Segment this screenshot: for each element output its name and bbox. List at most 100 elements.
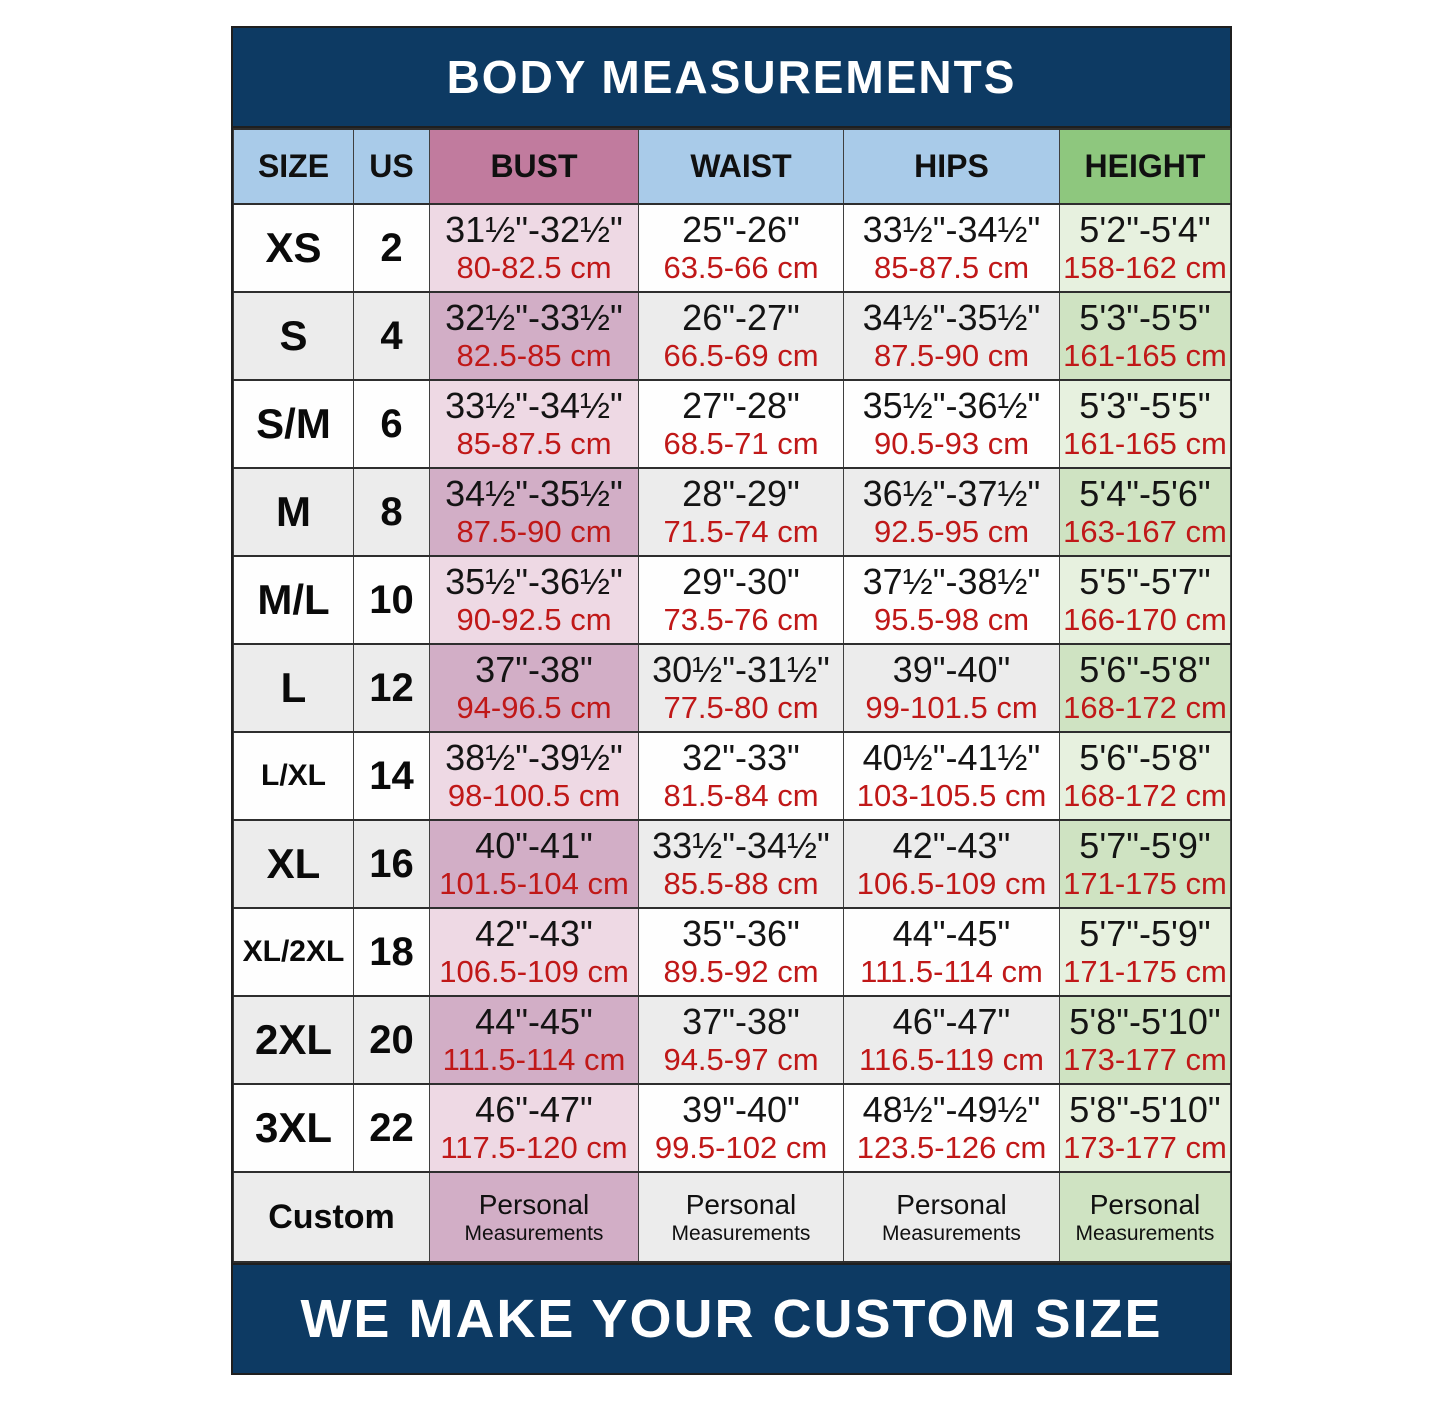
hips-cell: 37½"-38½" 95.5-98 cm <box>843 555 1060 645</box>
hips-cm: 92.5-95 cm <box>873 513 1030 549</box>
height-cm: 173-177 cm <box>1063 1041 1227 1077</box>
height-cell: 5'6"-5'8" 168-172 cm <box>1059 731 1231 821</box>
table-row: 3XL 22 46"-47" 117.5-120 cm 39"-40" 99.5… <box>233 1083 1231 1173</box>
bust-cell: 31½"-32½" 80-82.5 cm <box>429 203 639 293</box>
waist-inches: 27"-28" <box>682 385 800 427</box>
height-inches: 5'4"-5'6" <box>1079 473 1211 515</box>
hips-cell: 44"-45" 111.5-114 cm <box>843 907 1060 997</box>
height-inches: 5'7"-5'9" <box>1079 913 1211 955</box>
table-row: M/L 10 35½"-36½" 90-92.5 cm 29"-30" 73.5… <box>233 555 1231 645</box>
height-cm: 173-177 cm <box>1063 1129 1227 1165</box>
table-row: S 4 32½"-33½" 82.5-85 cm 26"-27" 66.5-69… <box>233 291 1231 381</box>
bust-cell: 38½"-39½" 98-100.5 cm <box>429 731 639 821</box>
bust-cell: 35½"-36½" 90-92.5 cm <box>429 555 639 645</box>
hips-cm: 85-87.5 cm <box>873 249 1030 285</box>
size-cell: 3XL <box>233 1083 354 1173</box>
hips-inches: 44"-45" <box>892 913 1011 955</box>
bust-cell: 32½"-33½" 82.5-85 cm <box>429 291 639 381</box>
height-inches: 5'7"-5'9" <box>1079 825 1211 867</box>
waist-cm: 94.5-97 cm <box>663 1041 819 1077</box>
custom-height-cell: Personal Measurements <box>1059 1171 1231 1263</box>
waist-cell: 26"-27" 66.5-69 cm <box>638 291 844 381</box>
bust-inches: 42"-43" <box>475 913 593 955</box>
bust-inches: 34½"-35½" <box>445 473 623 515</box>
waist-inches: 35"-36" <box>682 913 800 955</box>
hips-cell: 48½"-49½" 123.5-126 cm <box>843 1083 1060 1173</box>
height-inches: 5'6"-5'8" <box>1079 649 1211 691</box>
hips-inches: 39"-40" <box>892 649 1011 691</box>
bust-cm: 85-87.5 cm <box>456 425 612 461</box>
hips-cell: 46"-47" 116.5-119 cm <box>843 995 1060 1085</box>
waist-cm: 77.5-80 cm <box>663 689 819 725</box>
hips-cell: 36½"-37½" 92.5-95 cm <box>843 467 1060 557</box>
waist-cm: 81.5-84 cm <box>663 777 819 813</box>
height-inches: 5'2"-5'4" <box>1079 209 1211 251</box>
custom-size-cell: Custom <box>233 1171 430 1263</box>
hips-inches: 46"-47" <box>892 1001 1011 1043</box>
us-size-cell: 18 <box>353 907 430 997</box>
hips-cell: 39"-40" 99-101.5 cm <box>843 643 1060 733</box>
body-measurements-table: SIZE US BUST WAIST HIPS HEIGHT XS 2 31½"… <box>233 128 1231 1263</box>
hips-cm: 90.5-93 cm <box>873 425 1030 461</box>
table-row: L/XL 14 38½"-39½" 98-100.5 cm 32"-33" 81… <box>233 731 1231 821</box>
height-cell: 5'8"-5'10" 173-177 cm <box>1059 995 1231 1085</box>
bust-cm: 101.5-104 cm <box>439 865 629 901</box>
table-header-row: SIZE US BUST WAIST HIPS HEIGHT <box>233 128 1231 205</box>
waist-cm: 85.5-88 cm <box>663 865 819 901</box>
waist-inches: 26"-27" <box>682 297 800 339</box>
bust-inches: 40"-41" <box>475 825 593 867</box>
size-cell: 2XL <box>233 995 354 1085</box>
bust-inches: 35½"-36½" <box>445 561 623 603</box>
bust-cell: 33½"-34½" 85-87.5 cm <box>429 379 639 469</box>
height-cell: 5'8"-5'10" 173-177 cm <box>1059 1083 1231 1173</box>
custom-hips-cell: Personal Measurements <box>843 1171 1060 1263</box>
bust-cm: 90-92.5 cm <box>456 601 612 637</box>
waist-inches: 25"-26" <box>682 209 800 251</box>
us-size-cell: 8 <box>353 467 430 557</box>
us-size-cell: 6 <box>353 379 430 469</box>
hips-inches: 42"-43" <box>892 825 1011 867</box>
hips-cm: 123.5-126 cm <box>856 1129 1047 1165</box>
bust-inches: 33½"-34½" <box>445 385 623 427</box>
us-size-cell: 20 <box>353 995 430 1085</box>
column-header-hips: HIPS <box>843 128 1060 205</box>
hips-inches: 35½"-36½" <box>862 385 1041 427</box>
column-header-waist: WAIST <box>638 128 844 205</box>
waist-cm: 63.5-66 cm <box>663 249 819 285</box>
height-cm: 161-165 cm <box>1063 425 1227 461</box>
us-size-cell: 16 <box>353 819 430 909</box>
waist-inches: 37"-38" <box>682 1001 800 1043</box>
chart-footer-bar: WE MAKE YOUR CUSTOM SIZE <box>233 1263 1230 1373</box>
us-size-cell: 4 <box>353 291 430 381</box>
us-size-cell: 22 <box>353 1083 430 1173</box>
height-inches: 5'3"-5'5" <box>1079 385 1211 427</box>
bust-cell: 40"-41" 101.5-104 cm <box>429 819 639 909</box>
waist-cell: 37"-38" 94.5-97 cm <box>638 995 844 1085</box>
bust-inches: 38½"-39½" <box>445 737 623 779</box>
waist-cell: 30½"-31½" 77.5-80 cm <box>638 643 844 733</box>
bust-inches: 32½"-33½" <box>445 297 623 339</box>
hips-cm: 95.5-98 cm <box>873 601 1030 637</box>
hips-cell: 33½"-34½" 85-87.5 cm <box>843 203 1060 293</box>
bust-cm: 98-100.5 cm <box>447 777 621 813</box>
bust-cell: 37"-38" 94-96.5 cm <box>429 643 639 733</box>
hips-cell: 35½"-36½" 90.5-93 cm <box>843 379 1060 469</box>
hips-cm: 111.5-114 cm <box>860 953 1043 989</box>
waist-cm: 66.5-69 cm <box>663 337 819 373</box>
height-cm: 158-162 cm <box>1063 249 1227 285</box>
height-cm: 163-167 cm <box>1063 513 1227 549</box>
waist-cell: 39"-40" 99.5-102 cm <box>638 1083 844 1173</box>
us-size-cell: 10 <box>353 555 430 645</box>
height-inches: 5'8"-5'10" <box>1069 1001 1221 1043</box>
size-cell: L <box>233 643 354 733</box>
table-row: S/M 6 33½"-34½" 85-87.5 cm 27"-28" 68.5-… <box>233 379 1231 469</box>
chart-title-bar: BODY MEASUREMENTS <box>233 28 1230 128</box>
height-cm: 166-170 cm <box>1063 601 1227 637</box>
height-inches: 5'3"-5'5" <box>1079 297 1211 339</box>
height-inches: 5'6"-5'8" <box>1079 737 1211 779</box>
waist-inches: 33½"-34½" <box>652 825 830 867</box>
height-cm: 161-165 cm <box>1063 337 1227 373</box>
table-row-custom: Custom Personal Measurements Personal Me… <box>233 1171 1231 1263</box>
height-inches: 5'5"-5'7" <box>1079 561 1211 603</box>
custom-bust-cell: Personal Measurements <box>429 1171 639 1263</box>
